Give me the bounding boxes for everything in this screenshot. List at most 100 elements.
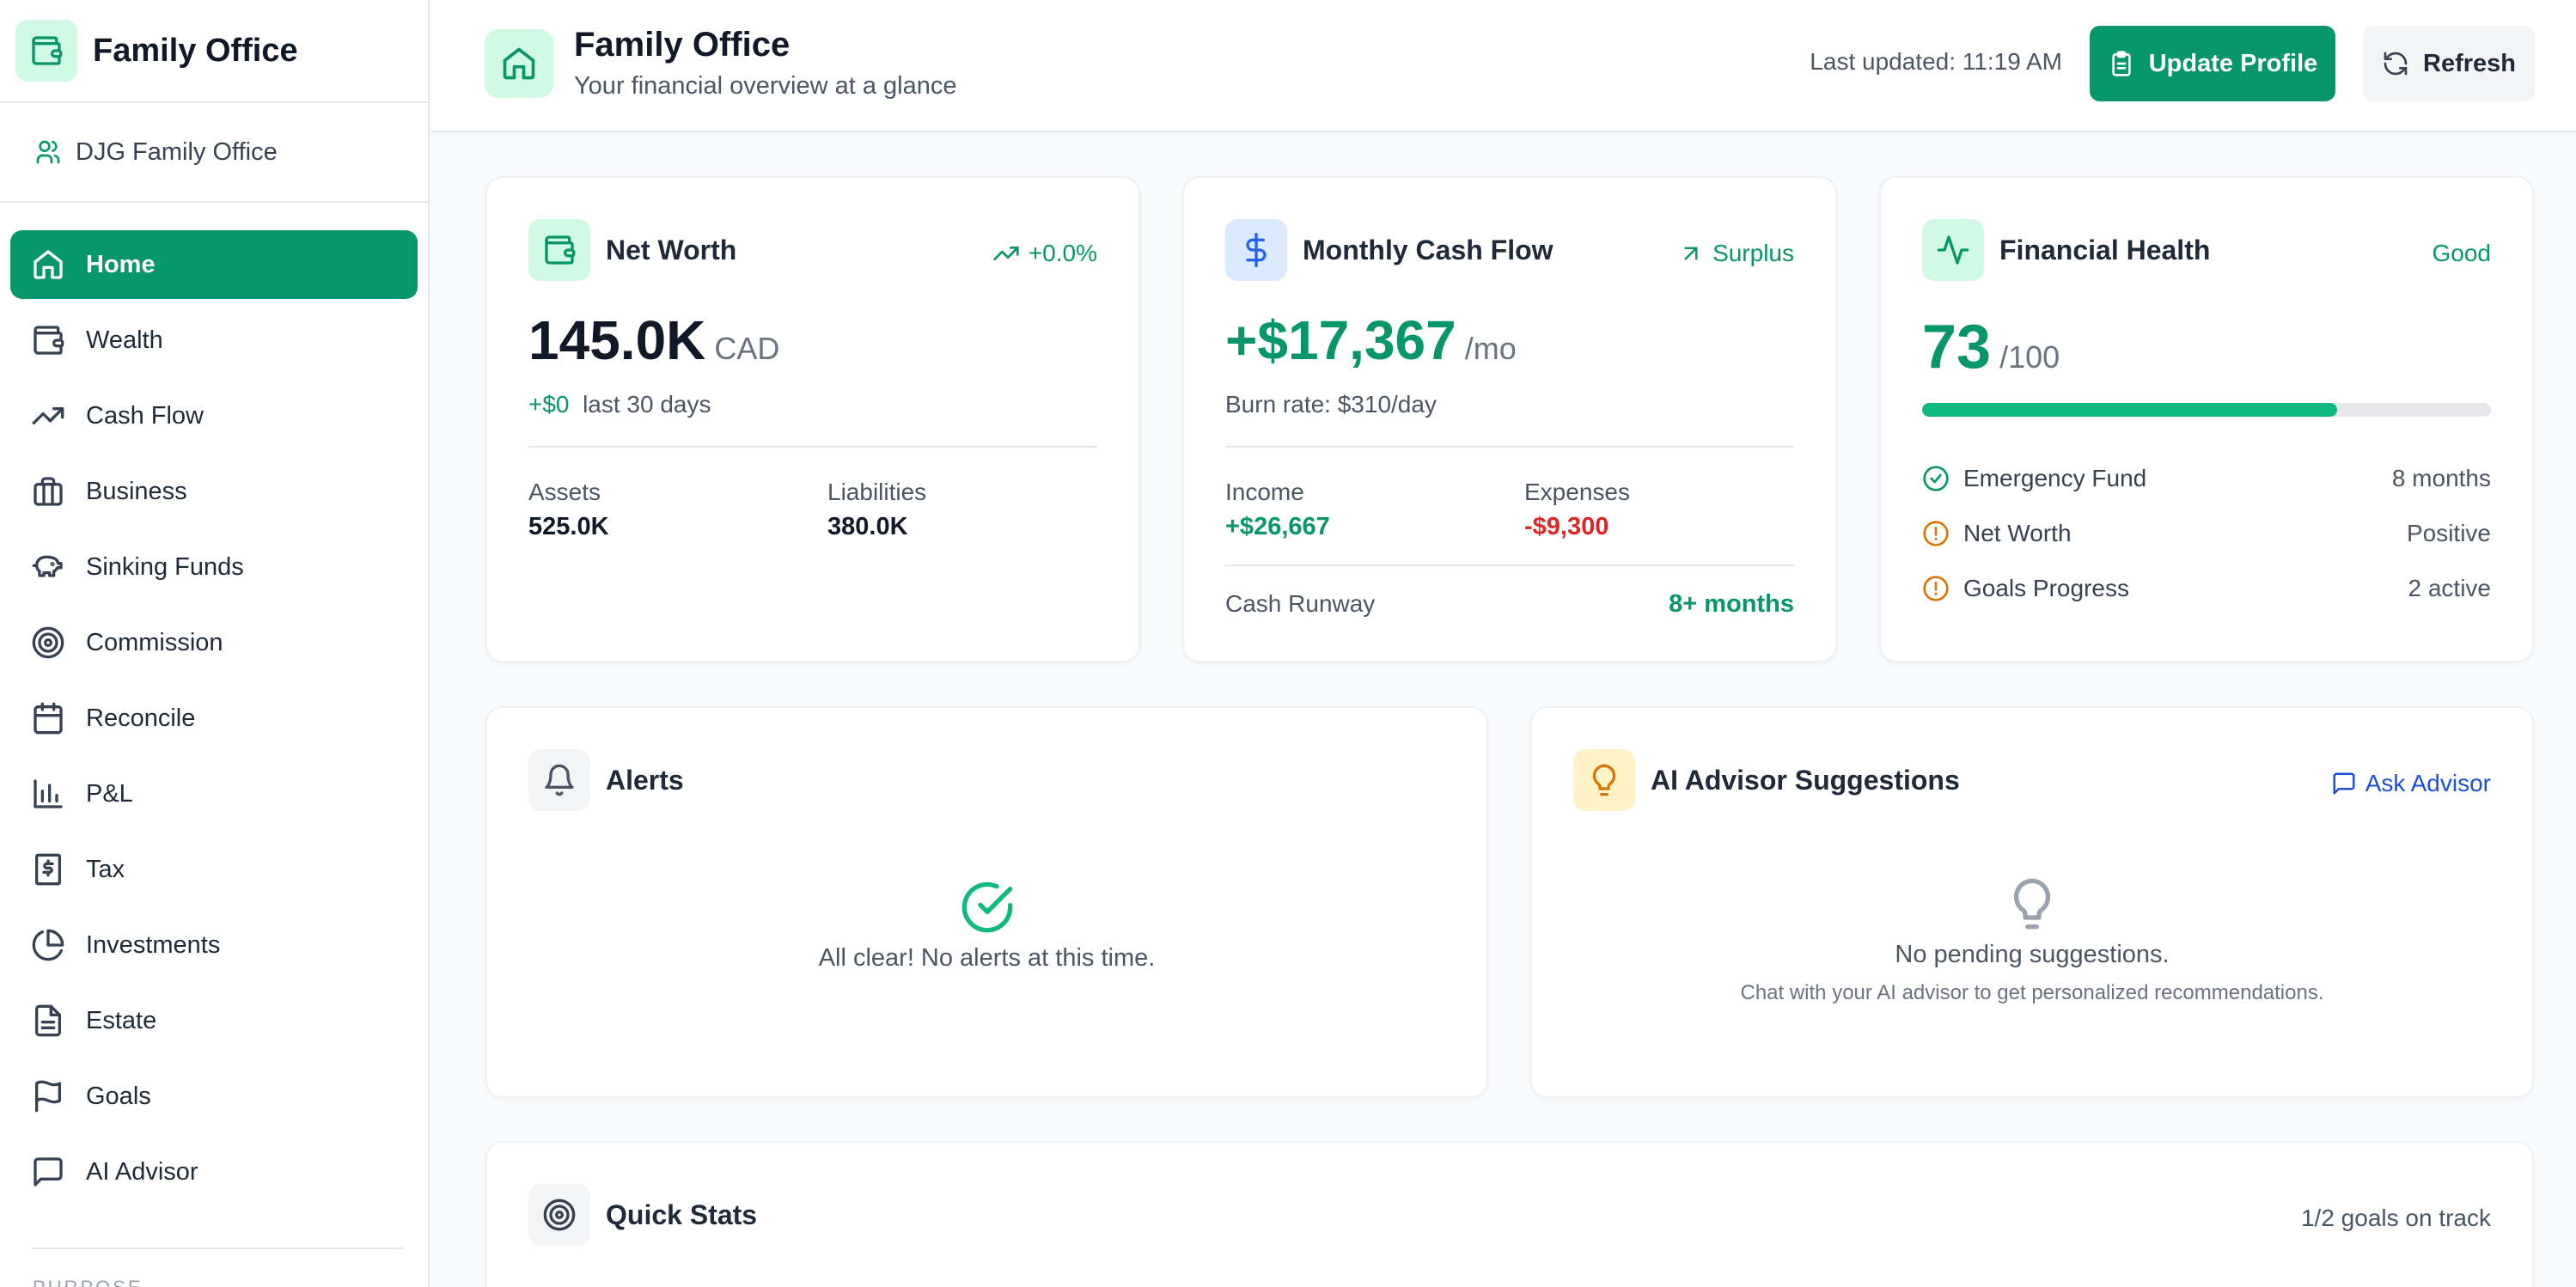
ask-advisor-link[interactable]: Ask Advisor (2331, 770, 2491, 797)
document-icon (35, 1004, 62, 1037)
arrow-up-right-icon (1684, 247, 1698, 260)
sidebar-item-sinking-funds[interactable]: Sinking Funds (10, 533, 418, 601)
wallet-icon (15, 20, 77, 82)
net-worth-change-badge: +0.0% (992, 240, 1097, 267)
sidebar: Family Office DJG Family Office Home Wea… (0, 0, 430, 1287)
advisor-empty-text: No pending suggestions. (1895, 941, 2170, 968)
alerts-empty-state: All clear! No alerts at this time. (487, 880, 1486, 973)
calendar-icon (34, 702, 63, 735)
sidebar-item-label: Wealth (86, 326, 163, 354)
financial-health-card: Financial Health Good 73 /100 Emergency … (1879, 176, 2534, 662)
target-icon (528, 1184, 590, 1246)
cash-flow-unit: /mo (1464, 331, 1517, 366)
cash-flow-card: Monthly Cash Flow Surplus +$17,367 /mo B… (1182, 176, 1837, 662)
alert-circle-icon (1923, 521, 1949, 546)
quick-stats-card: Quick Stats 1/2 goals on track (485, 1141, 2534, 1287)
brand-title: Family Office (93, 32, 298, 69)
sidebar-item-investments[interactable]: Investments (10, 911, 418, 979)
health-item-value: Positive (2406, 520, 2491, 546)
net-worth-value: 145.0K (528, 309, 706, 371)
brand: Family Office (0, 0, 428, 103)
sidebar-item-label: Sinking Funds (86, 552, 244, 581)
last-updated-text: Last updated: 11:19 AM (1810, 48, 2062, 75)
organization-selector[interactable]: DJG Family Office (0, 103, 428, 203)
trending-up-icon (993, 247, 1019, 260)
net-worth-delta-period: last 30 days (583, 391, 711, 418)
sidebar-item-cash-flow[interactable]: Cash Flow (10, 381, 418, 450)
goals-on-track: 1/2 goals on track (2300, 1205, 2491, 1231)
lightbulb-icon (2013, 878, 2051, 930)
page-subtitle: Your financial overview at a glance (574, 72, 957, 100)
sidebar-item-reconcile[interactable]: Reconcile (10, 684, 418, 753)
liabilities-value: 380.0K (827, 513, 908, 540)
clipboard-icon (2112, 51, 2131, 76)
sidebar-item-label: Reconcile (86, 704, 196, 732)
page-title: Family Office (574, 26, 791, 64)
users-icon (36, 140, 60, 164)
expenses-value: -$9,300 (1524, 513, 1609, 540)
sidebar-item-business[interactable]: Business (10, 457, 418, 526)
health-status: Good (2432, 240, 2492, 266)
sidebar-item-label: Estate (86, 1006, 157, 1034)
organization-name: DJG Family Office (76, 137, 278, 166)
refresh-icon (2384, 52, 2408, 76)
activity-icon (1922, 219, 1984, 281)
health-item-label: Goals Progress (1963, 575, 2129, 601)
sidebar-divider (31, 1247, 404, 1249)
card-title: Net Worth (606, 234, 737, 265)
assets-value: 525.0K (528, 513, 609, 540)
sidebar-item-label: Cash Flow (86, 401, 204, 430)
sidebar-item-commission[interactable]: Commission (10, 608, 418, 677)
sidebar-item-estate[interactable]: Estate (10, 986, 418, 1055)
advisor-suggestions-card: AI Advisor Suggestions Ask Advisor No pe… (1530, 706, 2534, 1098)
sidebar-item-goals[interactable]: Goals (10, 1062, 418, 1131)
check-circle-icon (961, 881, 1012, 933)
income-value: +$26,667 (1225, 513, 1330, 540)
sidebar-item-pnl[interactable]: P&L (10, 759, 418, 828)
expenses-label: Expenses (1524, 479, 1630, 505)
update-profile-label: Update Profile (2148, 49, 2318, 77)
card-title: Alerts (606, 764, 684, 796)
alerts-empty-text: All clear! No alerts at this time. (818, 944, 1156, 972)
briefcase-icon (34, 477, 63, 506)
trending-up-icon (32, 407, 64, 424)
cash-flow-value: +$17,367 (1225, 309, 1456, 371)
advisor-empty-state: No pending suggestions. Chat with your A… (1532, 876, 2532, 1005)
runway-label: Cash Runway (1225, 590, 1376, 617)
bell-icon (528, 749, 590, 811)
wallet-icon (528, 219, 590, 281)
health-row-goals-progress: Goals Progress 2 active (1922, 571, 2491, 606)
sidebar-item-label: Tax (86, 855, 125, 883)
sidebar-item-home[interactable]: Home (10, 230, 418, 299)
health-item-label: Emergency Fund (1963, 465, 2147, 491)
target-icon (32, 626, 64, 659)
assets-label: Assets (528, 479, 601, 505)
cash-flow-status-badge: Surplus (1678, 240, 1794, 267)
net-worth-delta-line: +$0 last 30 days (528, 391, 711, 418)
sidebar-item-label: Investments (86, 930, 221, 959)
runway-value: 8+ months (1669, 590, 1794, 618)
flag-icon (35, 1080, 62, 1113)
net-worth-currency: CAD (714, 331, 780, 366)
sidebar-item-label: Home (86, 250, 156, 278)
refresh-button[interactable]: Refresh (2363, 26, 2535, 101)
sidebar-item-label: P&L (86, 779, 133, 808)
net-worth-change: +0.0% (1028, 240, 1097, 266)
piggy-bank-icon (32, 555, 63, 577)
sidebar-section-label: PURPOSE (33, 1277, 143, 1287)
sidebar-item-tax[interactable]: Tax (10, 835, 418, 904)
update-profile-button[interactable]: Update Profile (2090, 26, 2335, 101)
health-score: 73 (1922, 313, 1992, 381)
burn-rate: Burn rate: $310/day (1225, 391, 1437, 418)
card-title: Monthly Cash Flow (1303, 234, 1554, 265)
ask-advisor-label: Ask Advisor (2365, 770, 2491, 796)
sidebar-item-ai-advisor[interactable]: AI Advisor (10, 1138, 418, 1206)
card-divider (1225, 564, 1794, 566)
sidebar-item-wealth[interactable]: Wealth (10, 306, 418, 375)
home-icon (34, 250, 63, 279)
home-icon (485, 29, 553, 98)
chat-icon (34, 1157, 63, 1186)
sidebar-item-label: Commission (86, 628, 223, 656)
health-progress-fill (1922, 403, 2338, 417)
sidebar-item-label: Goals (86, 1082, 151, 1110)
